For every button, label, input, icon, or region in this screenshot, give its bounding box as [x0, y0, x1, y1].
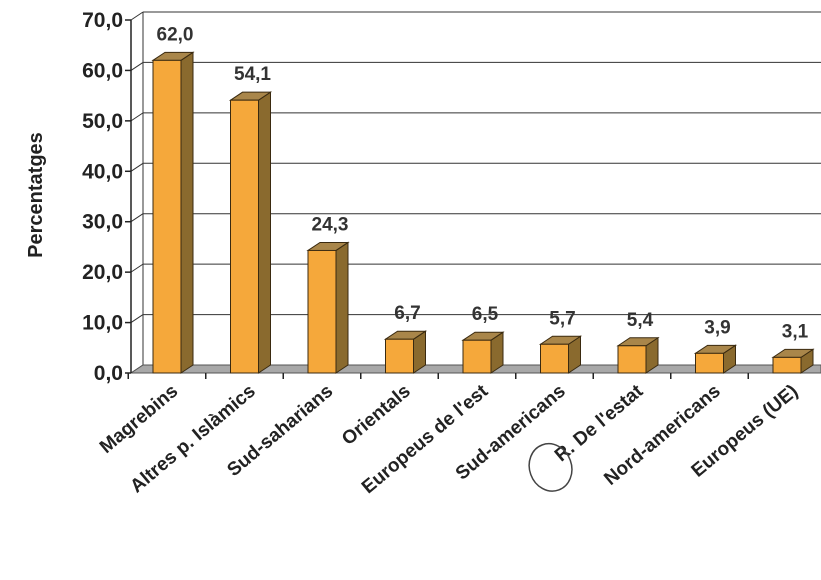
bar-front: [462, 339, 492, 374]
gridline-depth-3: [130, 213, 144, 223]
y-tick-label-2: 20,0: [82, 261, 123, 284]
bar-1: [151, 51, 195, 374]
y-tick-label-1: 10,0: [82, 312, 123, 335]
bar-front: [152, 59, 182, 374]
bar-front: [540, 343, 569, 374]
gridline-depth-5: [130, 112, 144, 122]
bar-4: [383, 330, 428, 374]
bar-3: [306, 241, 350, 374]
y-axis-label: Percentatges: [25, 132, 47, 258]
y-tick-label-0: 0,0: [94, 362, 123, 385]
y-axis: 0,0 10,0 20,0 30,0 40,0 50,0 60,0 70,0: [82, 9, 749, 385]
data-label-4: 6,7: [394, 303, 420, 324]
bar-front: [230, 99, 259, 374]
bar-8: [693, 344, 738, 374]
bar-6: [538, 335, 583, 374]
category-label-4: Orientals: [338, 381, 415, 450]
data-label-8: 3,9: [704, 317, 730, 338]
bar-side: [258, 91, 271, 374]
data-label-5: 6,5: [472, 304, 499, 325]
y-tick-label-3: 30,0: [82, 211, 123, 234]
data-label-2: 54,1: [234, 64, 271, 85]
bar-front: [385, 338, 414, 374]
y-tick-label-7: 70,0: [82, 9, 123, 32]
data-label-6: 5,7: [549, 308, 575, 329]
data-label-9: 3,1: [782, 321, 809, 342]
gridline-depth-7: [130, 11, 144, 21]
bar-front: [772, 356, 802, 374]
gridline-depth-1: [130, 314, 144, 323]
bar-side: [180, 51, 194, 374]
y-tick-label-6: 60,0: [82, 59, 123, 82]
category-label-5: Europeus de l'est: [358, 380, 493, 498]
bar-front: [617, 345, 647, 374]
bar-9: [771, 348, 815, 374]
handwritten-circle-annotation: [528, 443, 573, 492]
gridline-depth-2: [130, 263, 144, 273]
gridline-depth-6: [130, 62, 144, 71]
y-tick-label-5: 50,0: [82, 110, 123, 133]
gridline-depth-4: [130, 162, 144, 172]
bar-5: [461, 331, 505, 374]
bar-front: [307, 249, 337, 374]
bar-2: [228, 91, 273, 374]
data-label-1: 62,0: [157, 24, 194, 45]
bar-front: [695, 352, 724, 374]
bar-side: [335, 241, 349, 374]
bars-layer: [151, 51, 815, 374]
data-label-3: 24,3: [312, 214, 349, 235]
bar-7: [616, 336, 660, 374]
y-tick-label-4: 40,0: [82, 160, 123, 183]
data-label-7: 5,4: [627, 310, 654, 331]
data-labels: 62,0 54,1 24,3 6,7 6,5 5,7 5,4 3,9 3,1: [157, 24, 809, 342]
